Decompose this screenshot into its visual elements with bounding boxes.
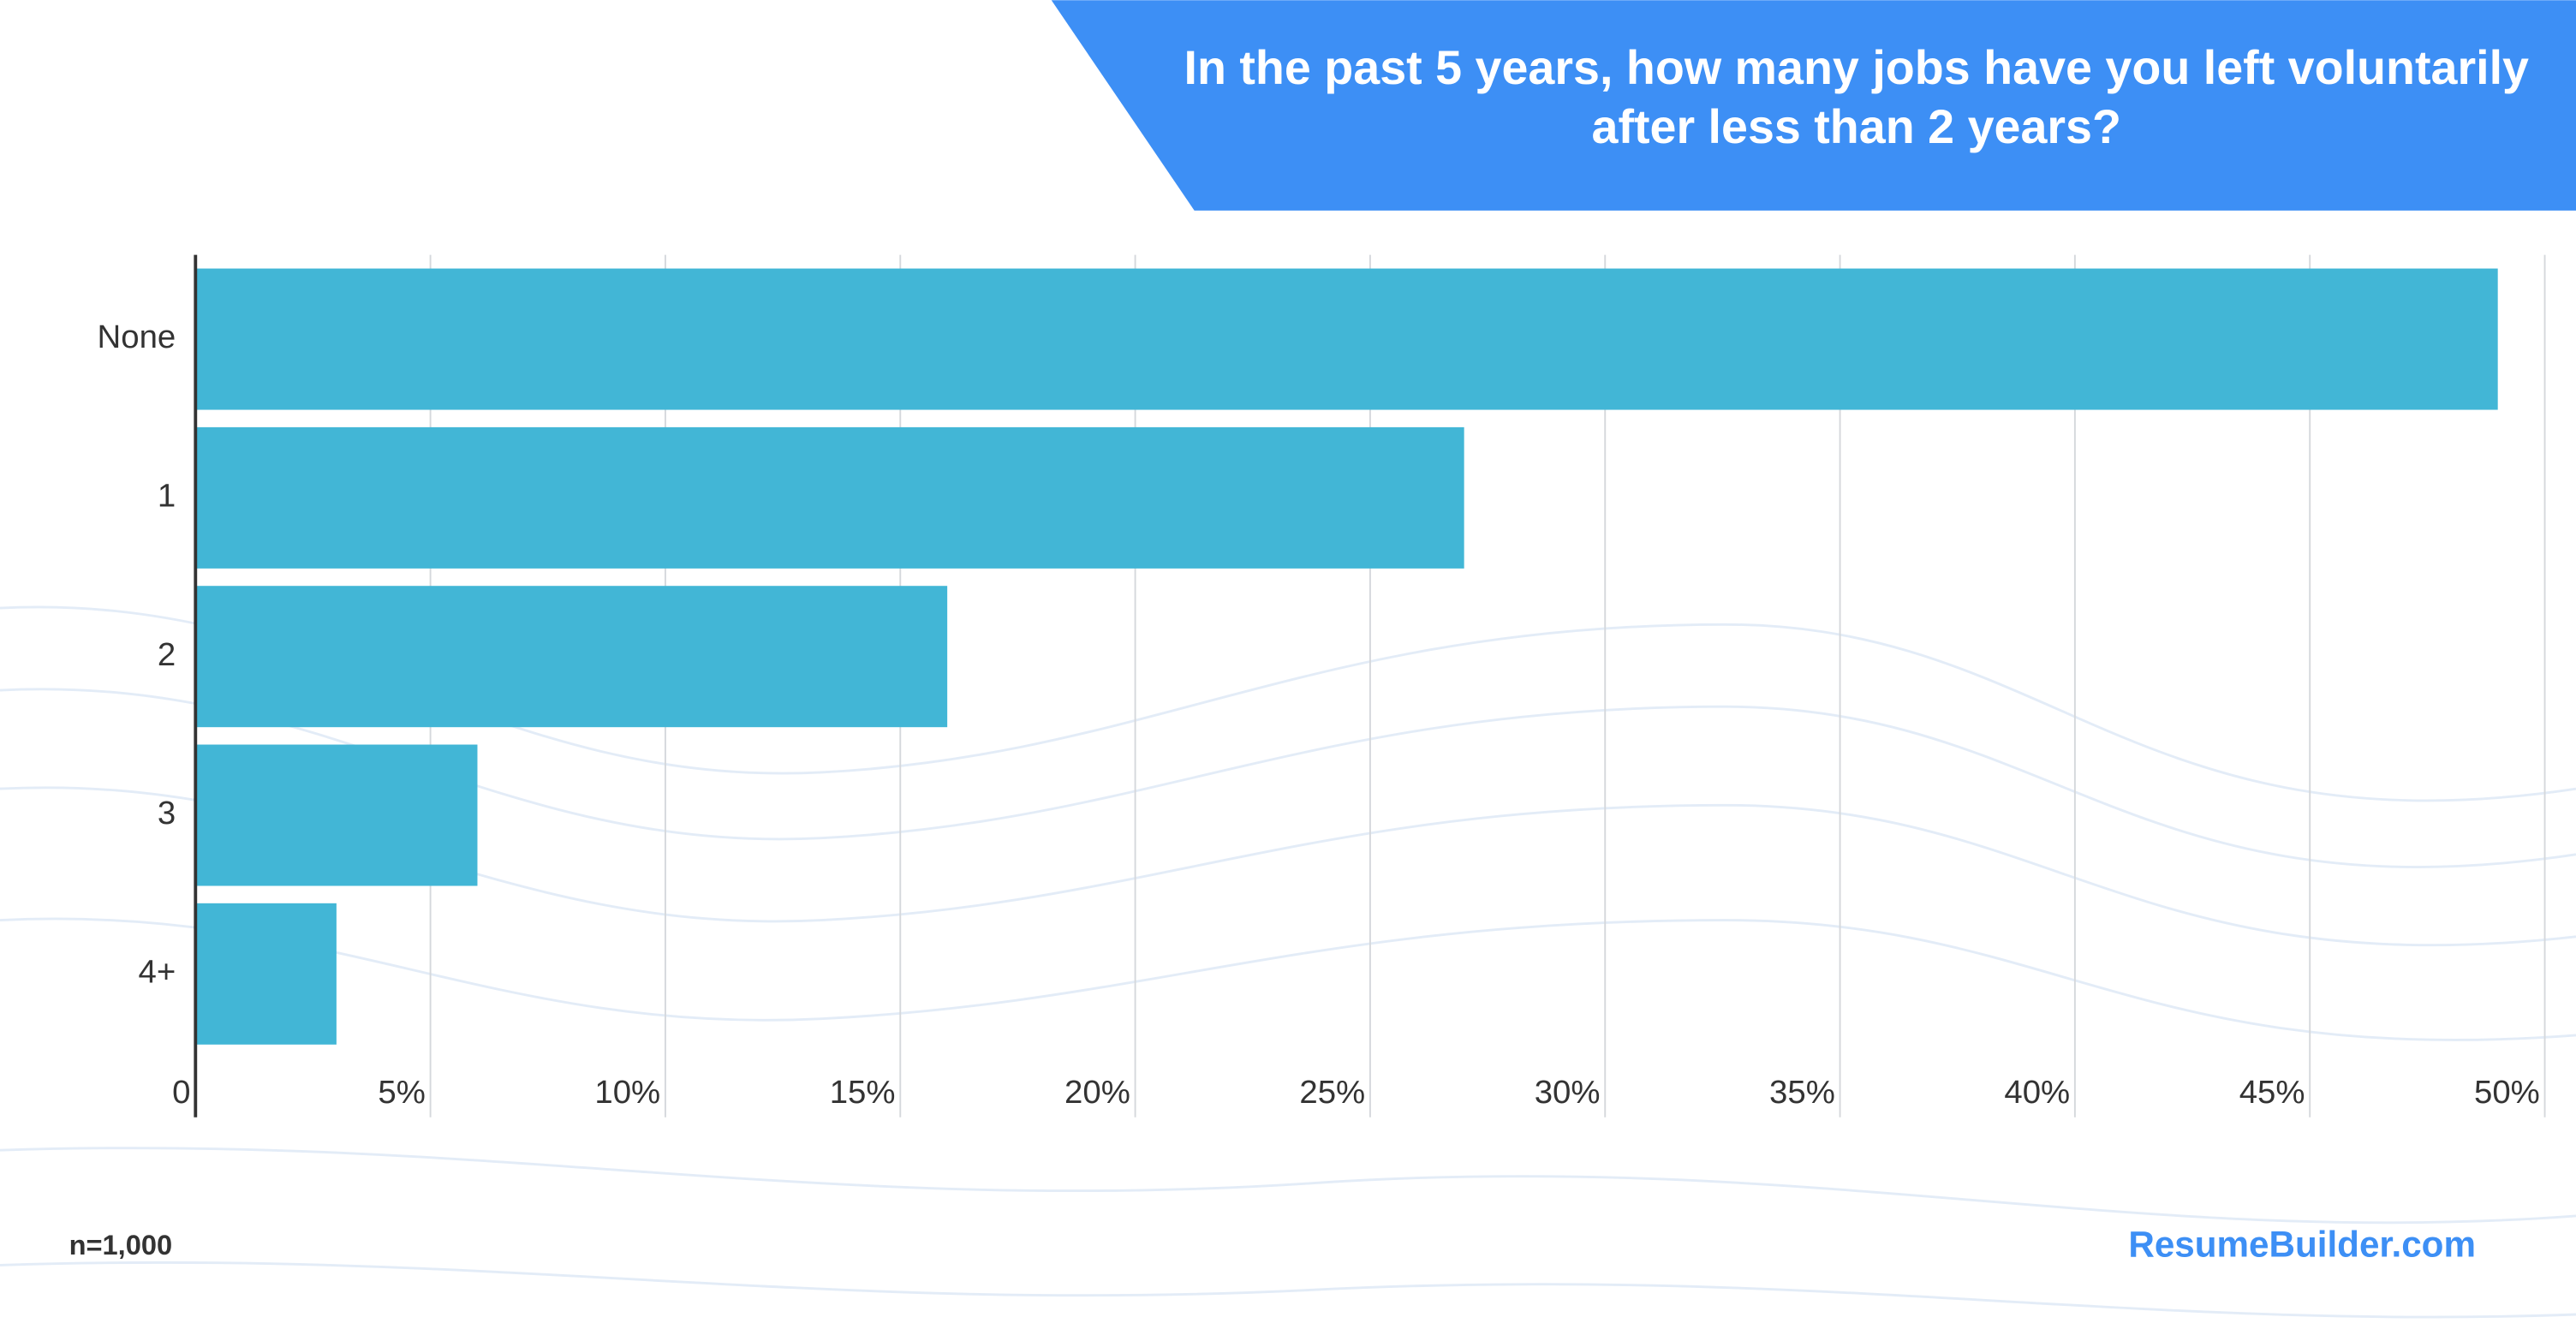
x-tick-label: 15% xyxy=(830,1074,896,1111)
bar xyxy=(195,586,948,728)
x-tick-label: 50% xyxy=(2474,1074,2540,1111)
title-banner xyxy=(1051,0,2576,211)
y-tick-label: 4+ xyxy=(139,953,176,990)
x-tick-label: 35% xyxy=(1769,1074,1835,1111)
x-tick-label: 40% xyxy=(2004,1074,2070,1111)
x-tick-label: 5% xyxy=(378,1074,425,1111)
chart-title: In the past 5 years, how many jobs have … xyxy=(1184,43,2529,155)
x-tick-label: 20% xyxy=(1064,1074,1130,1111)
sample-note: n=1,000 xyxy=(69,1229,173,1261)
y-tick-label: 3 xyxy=(158,795,176,831)
x-tick-label: 30% xyxy=(1535,1074,1601,1111)
bar xyxy=(195,268,2498,410)
bar xyxy=(195,426,1464,569)
x-tick-label: 45% xyxy=(2239,1074,2305,1111)
x-tick-label: 25% xyxy=(1299,1074,1365,1111)
title-box: In the past 5 years, how many jobs have … xyxy=(1184,43,2529,155)
bar xyxy=(195,744,478,886)
x-tick-label: 0 xyxy=(172,1074,190,1111)
y-tick-label: 1 xyxy=(158,478,176,515)
y-tick-label: 2 xyxy=(158,636,176,673)
x-tick-label: 10% xyxy=(594,1074,660,1111)
y-tick-label: None xyxy=(98,319,176,355)
bar xyxy=(195,903,337,1045)
source: ResumeBuilder.com xyxy=(2128,1224,2476,1264)
